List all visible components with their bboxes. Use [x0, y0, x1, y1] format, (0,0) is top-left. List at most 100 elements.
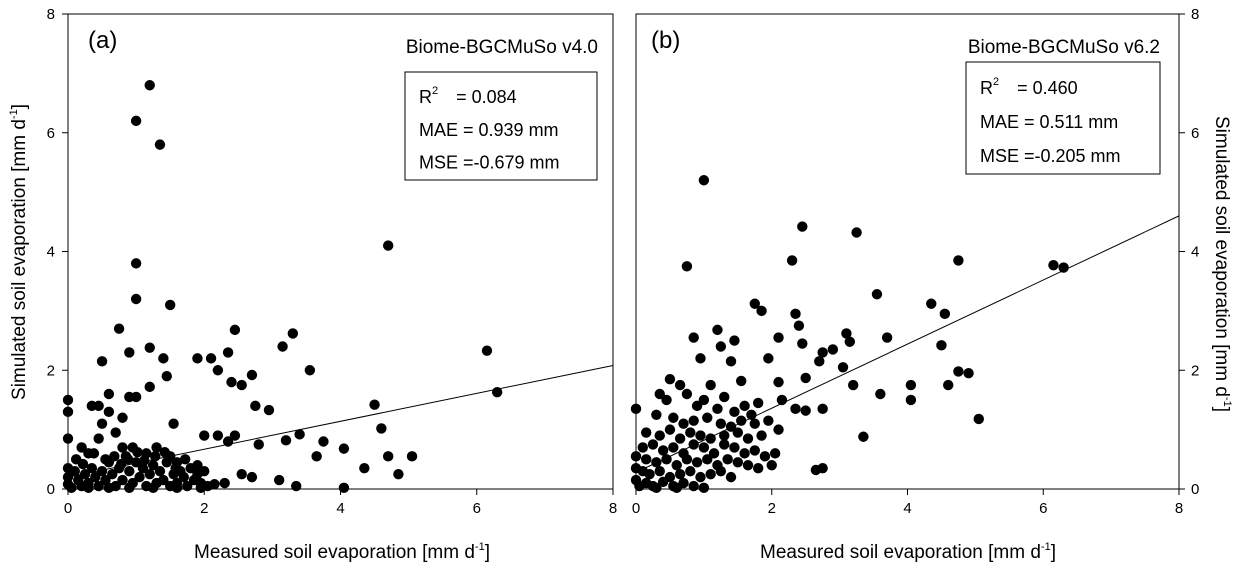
- data-point: [144, 342, 155, 353]
- data-point: [130, 258, 142, 269]
- data-point: [88, 448, 100, 459]
- data-point: [688, 332, 699, 343]
- data-point: [219, 477, 230, 489]
- data-point: [171, 482, 183, 494]
- data-point: [661, 394, 672, 406]
- data-point: [851, 227, 862, 238]
- data-point: [236, 468, 247, 480]
- data-point: [691, 400, 703, 412]
- data-point: [668, 412, 679, 423]
- data-point: [712, 324, 723, 336]
- x-tick-label: 0: [632, 500, 640, 517]
- data-point: [742, 460, 754, 471]
- y-tick-label: 2: [47, 362, 55, 379]
- data-point: [294, 429, 305, 440]
- data-point: [158, 353, 169, 364]
- data-point: [786, 255, 798, 266]
- data-point: [640, 427, 652, 438]
- data-point: [739, 400, 750, 412]
- data-point: [304, 365, 316, 376]
- data-point: [77, 458, 89, 470]
- data-point: [382, 451, 394, 462]
- data-point: [161, 370, 172, 382]
- data-point: [103, 482, 115, 494]
- model-label: Biome-BGCMuSo v6.2: [968, 37, 1160, 58]
- data-point: [681, 261, 693, 272]
- data-point: [759, 451, 771, 462]
- data-point: [195, 482, 207, 494]
- data-point: [382, 240, 394, 251]
- data-point: [130, 457, 142, 468]
- data-point: [100, 454, 111, 465]
- data-point: [130, 293, 142, 305]
- data-point: [311, 451, 322, 462]
- data-point: [117, 412, 128, 423]
- data-point: [637, 442, 648, 453]
- data-point: [763, 415, 774, 426]
- data-point: [702, 454, 713, 465]
- data-point: [107, 468, 118, 480]
- y-axis-title-end: ]: [1211, 407, 1232, 412]
- data-point: [715, 465, 727, 477]
- data-point: [229, 324, 241, 336]
- data-point: [752, 397, 764, 409]
- x-tick-label: 8: [609, 500, 617, 517]
- data-point: [205, 353, 217, 364]
- data-point: [654, 465, 665, 477]
- stats-mae: MAE = 0.511 mm: [980, 112, 1118, 132]
- data-point: [674, 379, 686, 391]
- data-point: [844, 336, 856, 347]
- data-point: [96, 465, 108, 477]
- data-point: [719, 439, 730, 450]
- data-point: [695, 471, 706, 483]
- data-point: [644, 468, 655, 480]
- data-point: [137, 463, 149, 474]
- data-point: [179, 454, 191, 465]
- model-label: Biome-BGCMuSo v4.0: [406, 37, 598, 58]
- data-point: [729, 442, 740, 453]
- data-point: [800, 405, 811, 416]
- data-point: [66, 482, 77, 494]
- stats-r2: R2 = 0.460: [980, 76, 1078, 98]
- data-point: [705, 468, 716, 480]
- r2-value: = 0.084: [456, 87, 517, 107]
- data-point: [905, 394, 917, 406]
- data-point: [359, 463, 370, 474]
- data-point: [132, 446, 143, 458]
- data-point: [732, 457, 744, 468]
- data-point: [708, 448, 720, 459]
- y-axis-title-main: Simulated soil evaporation [mm d: [1211, 116, 1232, 397]
- data-point: [124, 482, 135, 494]
- data-point: [250, 400, 261, 412]
- y-tick-label: 0: [1191, 481, 1199, 498]
- data-point: [729, 335, 740, 346]
- data-point: [763, 353, 774, 364]
- data-point: [164, 299, 176, 311]
- data-point: [725, 356, 737, 367]
- data-point: [178, 471, 190, 483]
- data-point: [93, 433, 104, 444]
- stats-mae: MAE = 0.939 mm: [419, 120, 559, 140]
- y-tick-label: 4: [47, 244, 55, 261]
- data-point: [93, 400, 104, 412]
- data-point: [746, 409, 757, 420]
- data-point: [926, 298, 937, 309]
- r2-symbol: R: [980, 78, 993, 98]
- data-point: [848, 379, 859, 391]
- data-point: [841, 328, 852, 339]
- data-point: [752, 463, 764, 474]
- data-point: [814, 356, 825, 367]
- data-point: [756, 305, 767, 317]
- data-point: [76, 442, 87, 453]
- data-point: [702, 412, 713, 423]
- data-point: [393, 468, 404, 480]
- data-point: [212, 430, 224, 441]
- data-point: [674, 468, 686, 480]
- data-point: [705, 379, 716, 391]
- r2-superscript: 2: [432, 85, 438, 97]
- stats-box: R2 = 0.460 MAE = 0.511 mm MSE =-0.205 mm: [965, 61, 1161, 175]
- data-point: [369, 399, 380, 410]
- data-point: [698, 442, 710, 453]
- data-point: [817, 347, 828, 358]
